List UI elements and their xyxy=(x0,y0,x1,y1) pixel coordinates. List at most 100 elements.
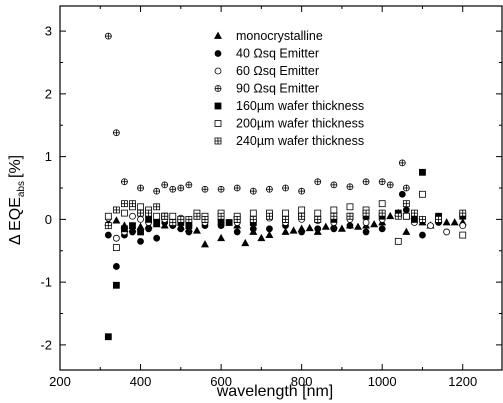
triangle-marker xyxy=(192,226,201,234)
data-point: 40 Ωsq Emitter: (960, -0.2) xyxy=(362,228,370,236)
triangle-marker xyxy=(214,31,222,39)
triangle-marker xyxy=(450,218,459,226)
filled-circle-marker xyxy=(398,190,406,198)
filled-square-marker xyxy=(129,222,136,230)
data-point: monocrystalline: (340, -0.02) xyxy=(112,216,121,224)
y-tick-label: 2 xyxy=(45,86,52,101)
data-point: 90 Ωsq Emitter: (520, 0.55) xyxy=(185,181,193,189)
triangle-marker xyxy=(305,223,314,232)
data-point: 40 Ωsq Emitter: (440, -0.3) xyxy=(153,234,161,242)
data-point: 60 Ωsq Emitter: (960, -0.05) xyxy=(362,219,370,226)
data-point: 90 Ωsq Emitter: (340, 1.38) xyxy=(112,129,120,137)
triangle-marker xyxy=(337,224,346,232)
plot-area-border xyxy=(59,5,503,371)
x-axis-title: wavelength [nm] xyxy=(216,383,334,400)
data-point: 40 Ωsq Emitter: (1060, 0.15) xyxy=(402,206,410,214)
data-point: 240µm wafer thickness: (880, 0.05) xyxy=(330,212,338,220)
filled-square-marker xyxy=(121,225,128,233)
data-point: 40 Ωsq Emitter: (1000, -0.15) xyxy=(378,225,386,233)
data-point: 200µm wafer thickness: (1100, 0.4) xyxy=(419,190,426,198)
data-point: 90 Ωsq Emitter: (1060, 0.5) xyxy=(402,184,410,192)
data-point: 160µm wafer thickness: (420, 0) xyxy=(145,215,153,223)
data-point: 40 Ωsq Emitter: (800, -0.2) xyxy=(298,228,306,236)
open-square-marker xyxy=(314,209,322,217)
data-point: 240µm wafer thickness: (600, 0.05) xyxy=(217,212,225,220)
data-point: 90 Ωsq Emitter: (880, 0.55) xyxy=(330,181,338,189)
data-point: 40 Ωsq Emitter: (500, -0.15) xyxy=(177,225,185,233)
filled-square-marker xyxy=(217,219,225,226)
plot-frame xyxy=(59,5,503,371)
data-point: 160µm wafer thickness: (600, -0.05) xyxy=(217,219,225,226)
data-point: 40 Ωsq Emitter: (880, -0.15) xyxy=(330,225,338,233)
filled-circle-marker xyxy=(185,228,193,236)
legend-marker xyxy=(214,67,222,75)
legend-marker xyxy=(214,31,222,39)
x-tick-label: 1000 xyxy=(368,374,397,389)
open-circle-marker xyxy=(427,222,434,230)
triangle-marker xyxy=(289,226,298,234)
open-square-marker xyxy=(121,209,128,217)
triangle-marker xyxy=(241,238,250,247)
data-point: 60 Ωsq Emitter: (400, 0) xyxy=(137,215,144,223)
data-point: 240µm wafer thickness: (500, 0) xyxy=(177,215,185,223)
data-point: monocrystalline: (1180, -0.05) xyxy=(450,218,459,226)
y-tick-label: -2 xyxy=(40,337,52,352)
open-square-marker xyxy=(394,237,402,245)
legend-label: 160µm wafer thickness xyxy=(236,99,364,113)
triangle-marker xyxy=(386,211,395,220)
data-point: 60 Ωsq Emitter: (380, 0.05) xyxy=(129,212,136,220)
data-point: 40 Ωsq Emitter: (320, -0.25) xyxy=(104,231,112,239)
legend: monocrystalline 40 Ωsq Emitter 60 Ωsq Emit… xyxy=(214,29,364,148)
data-point: 240µm wafer thickness: (360, 0.25) xyxy=(121,200,128,208)
data-point: 160µm wafer thickness: (440, -0.05) xyxy=(153,219,161,226)
data-point: 200µm wafer thickness: (480, 0.05) xyxy=(169,212,177,220)
data-point: 40 Ωsq Emitter: (340, -0.75) xyxy=(112,263,120,270)
data-point: 90 Ωsq Emitter: (960, 0.6) xyxy=(362,178,370,186)
triangle-marker xyxy=(265,230,274,238)
data-point: 240µm wafer thickness: (720, 0.05) xyxy=(266,212,273,220)
data-point: 40 Ωsq Emitter: (420, -0.15) xyxy=(145,225,153,233)
data-point: 40 Ωsq Emitter: (920, -0.1) xyxy=(346,222,354,230)
data-point: 200µm wafer thickness: (320, 0.05) xyxy=(104,212,112,220)
data-point: monocrystalline: (760, -0.2) xyxy=(281,227,290,235)
data-point: 200µm wafer thickness: (1060, 0.05) xyxy=(402,212,410,220)
legend-marker xyxy=(214,102,222,110)
data-point: monocrystalline: (900, -0.15) xyxy=(337,224,346,232)
x-tick-label: 1200 xyxy=(448,374,477,389)
data-point: 90 Ωsq Emitter: (500, 0.5) xyxy=(177,184,185,192)
data-point: 240µm wafer thickness: (640, 0) xyxy=(233,215,241,223)
legend-label: 40 Ωsq Emitter xyxy=(236,47,319,61)
open-circle-marker xyxy=(214,67,222,75)
data-point: 160µm wafer thickness: (400, -0.2) xyxy=(137,228,144,236)
data-point: 90 Ωsq Emitter: (840, 0.6) xyxy=(314,178,322,186)
data-point: 240µm wafer thickness: (1040, 0.05) xyxy=(394,212,402,220)
data-point: 90 Ωsq Emitter: (360, 0.6) xyxy=(121,178,128,186)
data-point: 240µm wafer thickness: (400, 0.1) xyxy=(137,209,144,217)
data-point: 200µm wafer thickness: (880, 0.15) xyxy=(330,206,338,214)
data-point: 90 Ωsq Emitter: (1000, 0.6) xyxy=(378,178,386,186)
y-tick-label: 3 xyxy=(45,24,52,39)
data-point: 200µm wafer thickness: (840, 0.1) xyxy=(314,209,322,217)
data-point: monocrystalline: (660, -0.38) xyxy=(241,238,250,247)
data-point: 240µm wafer thickness: (480, -0.05) xyxy=(169,219,177,226)
triangle-marker xyxy=(217,233,226,242)
triangle-marker xyxy=(442,218,451,226)
filled-circle-marker xyxy=(153,234,161,242)
data-point: 60 Ωsq Emitter: (1200, -0.1) xyxy=(459,222,467,230)
filled-square-marker xyxy=(112,281,120,289)
filled-square-marker xyxy=(185,222,193,230)
data-point: 200µm wafer thickness: (1040, -0.35) xyxy=(394,237,402,245)
data-point: 240µm wafer thickness: (840, 0) xyxy=(314,215,322,223)
y-tick-label: 1 xyxy=(45,149,52,164)
x-tick-label: 800 xyxy=(291,374,313,389)
data-point: monocrystalline: (780, -0.18) xyxy=(289,226,298,234)
triangle-marker xyxy=(321,222,330,230)
data-point: 90 Ωsq Emitter: (560, 0.48) xyxy=(201,185,209,193)
legend-item: 240µm wafer thickness xyxy=(214,134,364,148)
open-circle-marker xyxy=(443,228,451,236)
filled-circle-marker xyxy=(378,225,386,233)
data-point: 200µm wafer thickness: (360, 0.1) xyxy=(121,209,128,217)
data-point: 40 Ωsq Emitter: (720, -0.15) xyxy=(266,225,273,233)
data-point: 240µm wafer thickness: (520, 0) xyxy=(185,215,193,223)
triangle-marker xyxy=(281,227,290,235)
